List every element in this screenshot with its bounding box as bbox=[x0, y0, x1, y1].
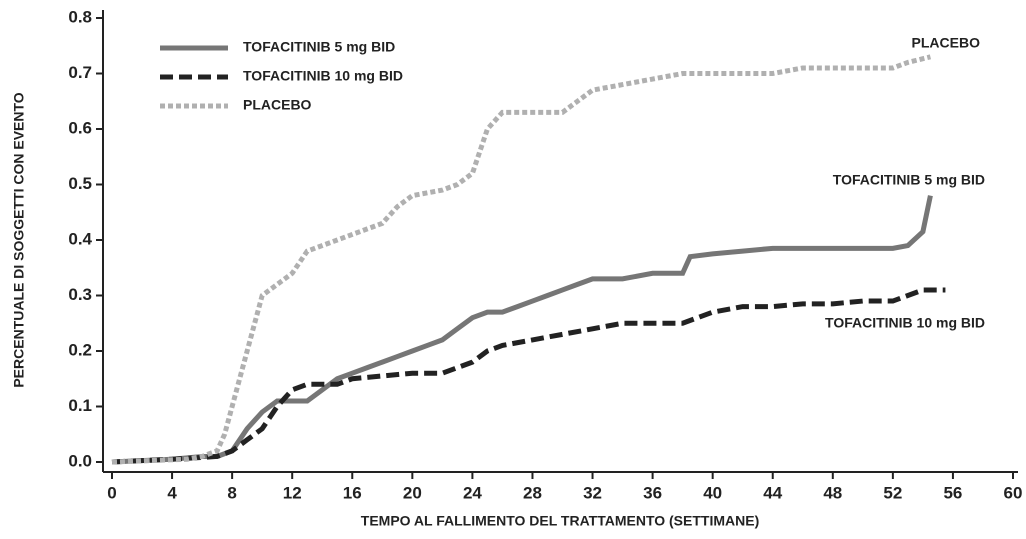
y-tick-label: 0.6 bbox=[68, 118, 92, 137]
x-tick-label: 28 bbox=[523, 483, 542, 502]
annotation: TOFACITINIB 10 mg BID bbox=[825, 315, 985, 331]
y-tick-label: 0.8 bbox=[68, 7, 92, 26]
x-tick-label: 48 bbox=[823, 483, 842, 502]
x-tick-label: 52 bbox=[883, 483, 902, 502]
x-tick-label: 20 bbox=[403, 483, 422, 502]
x-tick-label: 24 bbox=[463, 483, 482, 502]
series-line bbox=[111, 287, 946, 465]
x-tick-label: 8 bbox=[227, 483, 236, 502]
legend-label: TOFACITINIB 10 mg BID bbox=[243, 68, 403, 84]
y-axis-label: PERCENTUALE DI SOGGETTI CON EVENTO bbox=[11, 92, 27, 387]
y-tick-label: 0.3 bbox=[68, 285, 92, 304]
series-line bbox=[111, 54, 932, 465]
y-tick-label: 0.5 bbox=[68, 174, 92, 193]
series-line bbox=[111, 195, 933, 465]
y-tick-label: 0.0 bbox=[68, 451, 92, 470]
x-tick-label: 12 bbox=[283, 483, 302, 502]
y-tick-label: 0.2 bbox=[68, 340, 92, 359]
y-tick-label: 0.7 bbox=[68, 63, 92, 82]
legend-label: PLACEBO bbox=[243, 97, 312, 113]
x-axis-label: TEMPO AL FALLIMENTO DEL TRATTAMENTO (SET… bbox=[361, 513, 759, 529]
x-tick-label: 40 bbox=[703, 483, 722, 502]
y-tick-label: 0.4 bbox=[68, 229, 92, 248]
y-tick-label: 0.1 bbox=[68, 396, 92, 415]
x-tick-label: 60 bbox=[1004, 483, 1023, 502]
legend-label: TOFACITINIB 5 mg BID bbox=[243, 39, 395, 55]
x-tick-label: 4 bbox=[167, 483, 177, 502]
x-tick-label: 56 bbox=[943, 483, 962, 502]
annotation: TOFACITINIB 5 mg BID bbox=[833, 172, 985, 188]
annotation: PLACEBO bbox=[912, 35, 981, 51]
x-tick-label: 44 bbox=[763, 483, 782, 502]
x-tick-label: 16 bbox=[343, 483, 362, 502]
x-tick-label: 32 bbox=[583, 483, 602, 502]
x-tick-label: 0 bbox=[107, 483, 116, 502]
x-tick-label: 36 bbox=[643, 483, 662, 502]
